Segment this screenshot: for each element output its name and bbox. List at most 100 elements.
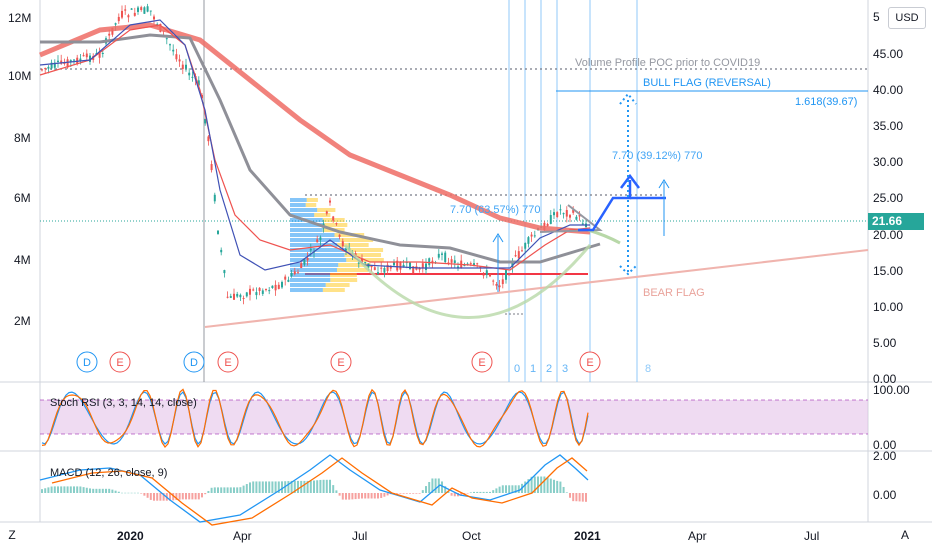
macd-histogram-bar [386,493,389,496]
price-axis[interactable]: 5 45.00 40.00 35.00 30.00 25.00 20.00 15… [873,10,903,386]
earnings-marker[interactable]: E [471,351,493,373]
macd-histogram-bar [229,487,232,493]
volume-profile-bar [325,283,350,287]
macd-histogram-bar [92,488,95,493]
volume-profile-bar [290,273,331,277]
candle-body [546,223,549,227]
candle-body [249,288,251,295]
earnings-marker[interactable]: E [330,351,352,373]
candle-body [44,68,47,70]
candle-body [172,49,175,52]
candle-body [572,209,575,213]
candle-body [204,118,207,124]
macd-histogram-bar [53,486,56,493]
macd-histogram-bar [201,493,203,498]
volume-profile-bar [290,268,337,272]
earnings-marker[interactable]: E [217,351,239,373]
time-tick: Oct [462,529,481,543]
macd-histogram-bar [265,481,267,493]
macd-histogram-bar [239,487,242,493]
macd-histogram-bar [220,487,223,493]
candle-body [485,270,488,276]
time-tick: Jul [804,529,819,543]
earnings-marker[interactable]: E [579,351,601,373]
macd-tick: 0.00 [873,488,897,502]
candle-body [287,279,290,282]
macd-histogram-bar [325,479,328,493]
currency-button[interactable]: USD [888,7,926,29]
macd-histogram-bar [383,493,386,497]
macd-histogram-bar [41,489,43,493]
macd-histogram-bar [57,486,59,493]
macd-histogram-bar [428,482,431,493]
macd-histogram-bar [140,493,143,494]
macd-histogram-bar [498,486,501,493]
time-tick: 2020 [117,529,144,543]
macd-histogram-bar [111,489,114,493]
macd-histogram-bar [444,486,447,493]
candle-body [463,265,466,267]
candle-body [338,234,341,237]
time-axis[interactable]: 2020 Apr Jul Oct 2021 Apr Jul [117,529,819,543]
macd-histogram-bar [114,490,117,493]
earnings-marker[interactable]: E [109,351,131,373]
macd-histogram-bar [540,476,543,493]
macd-histogram-bar [175,493,178,500]
fib-time-0: 0 [514,363,520,375]
candle-body [361,258,363,263]
volume-tick: 6M [14,191,31,205]
macd-histogram-bar [319,479,322,493]
macd-histogram-bar [578,493,581,502]
candle-body [41,69,43,71]
triangle-pattern [539,204,603,233]
dividend-marker[interactable]: D [183,351,205,373]
volume-profile-bar [290,278,331,282]
candle-body [165,38,168,40]
macd-histogram-bar [223,487,226,493]
price-tick: 15.00 [873,264,903,278]
macd-histogram-bar [402,493,405,494]
volume-profile-bar [337,243,369,247]
price-tick: 25.00 [873,191,903,205]
macd-histogram-bar [543,476,546,493]
svg-text:E: E [116,357,123,369]
candle-body [402,264,405,268]
candle-body [274,284,277,291]
macd-histogram-bar [143,493,146,496]
candle-body [261,290,264,294]
candle-body [69,60,72,63]
macd-histogram-bar [121,492,123,494]
candle-body [226,296,229,298]
macd-histogram-bar [124,492,127,494]
auto-scale-button[interactable]: A [900,528,909,542]
macd-histogram-bar [105,488,107,493]
candle-body [82,55,85,57]
candle-body [399,262,402,270]
macd-histogram-bar [156,493,159,501]
dividend-marker[interactable]: D [76,351,98,373]
candle-body [553,212,555,216]
log-scale-button[interactable]: Z [8,528,16,542]
svg-text:D: D [190,357,198,369]
macd-histogram-bar [191,493,194,500]
candle-body [386,264,389,272]
macd-histogram-bar [197,493,200,500]
candle-body [412,266,415,274]
macd-histogram-bar [162,493,165,501]
volume-profile-bar [317,208,336,212]
candle-body [229,296,232,298]
macd-histogram-bar [172,493,175,501]
macd-histogram-bar [357,493,360,499]
macd-histogram-bar [575,493,578,502]
macd-histogram-bar [453,493,456,497]
event-markers[interactable]: D E D E E E E [76,351,601,373]
candle-body [293,271,296,275]
macd-histogram-bar [236,487,239,493]
volume-profile-bar [290,198,307,202]
candle-body [453,260,456,264]
volume-profile-bar [290,258,347,262]
candle-body [89,55,91,62]
macd-histogram-bar [508,485,511,493]
price-tick: 45.00 [873,47,903,61]
